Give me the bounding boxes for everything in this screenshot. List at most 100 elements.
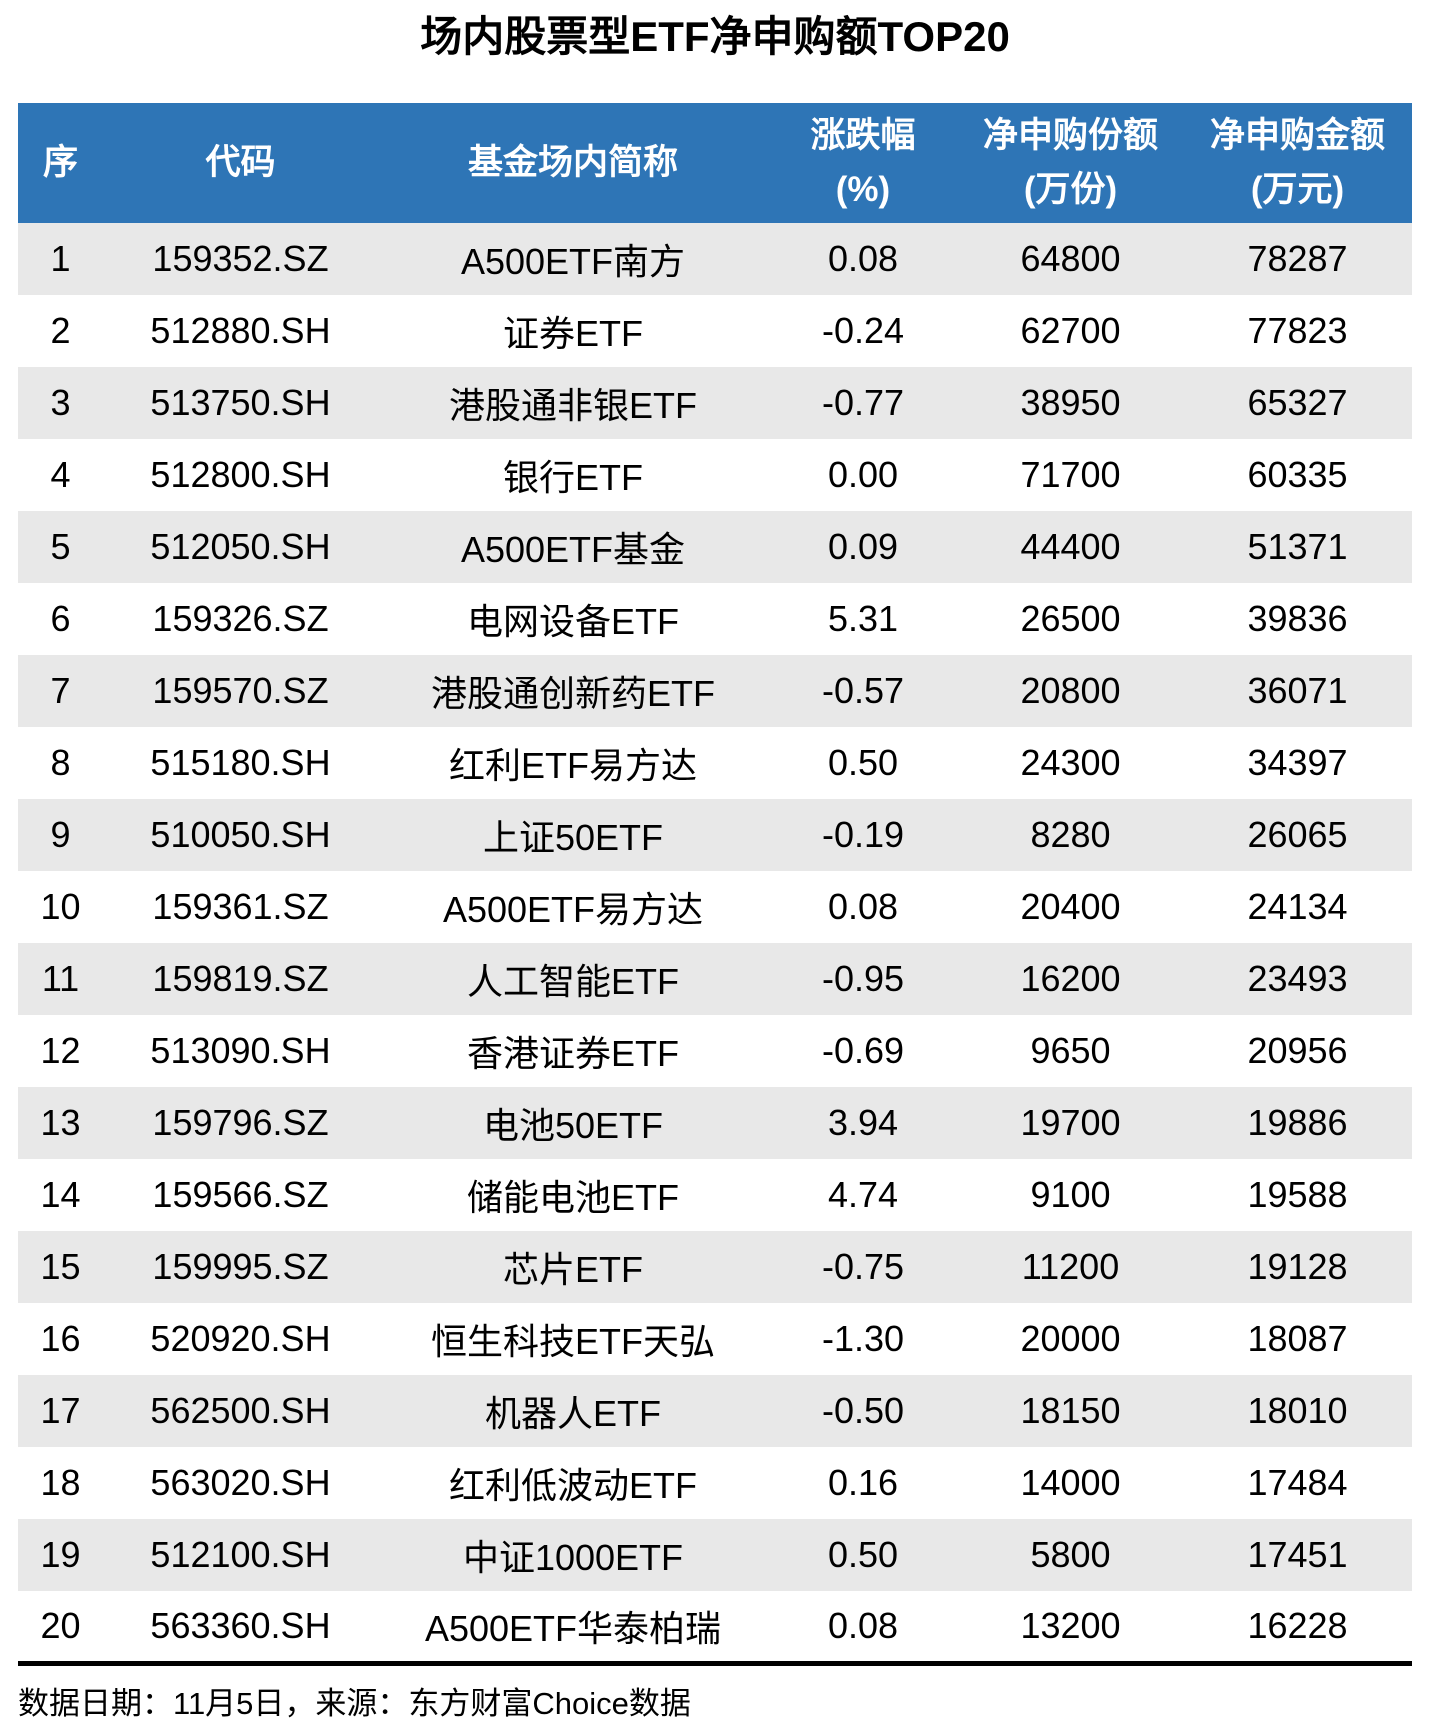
cell-net-amount: 65327 xyxy=(1247,382,1348,423)
cell-code: 159819.SZ xyxy=(152,958,329,999)
cell-code: 159566.SZ xyxy=(152,1174,329,1215)
cell-code: 159796.SZ xyxy=(152,1102,329,1143)
col-header-net-shares: 净申购份额 (万份) xyxy=(958,103,1183,223)
table-row: 20 563360.SH A500ETF华泰柏瑞 0.08 13200 16228 xyxy=(18,1591,1412,1663)
cell-code: 159326.SZ xyxy=(152,598,329,639)
cell-change-pct: -0.57 xyxy=(821,670,905,711)
cell-net-amount: 17484 xyxy=(1247,1462,1348,1503)
table-row: 12 513090.SH 香港证券ETF -0.69 9650 20956 xyxy=(18,1015,1412,1087)
cell-net-shares: 71700 xyxy=(1020,454,1121,495)
cell-rank: 11 xyxy=(41,958,80,999)
cell-net-amount: 19886 xyxy=(1247,1102,1348,1143)
table-header: 序 代码 基金场内简称 涨跌幅 (%) 净申购份额 (万份) 净申购金额 xyxy=(18,103,1412,223)
col-header-code-label: 代码 xyxy=(205,143,276,182)
table-row: 2 512880.SH 证券ETF -0.24 62700 77823 xyxy=(18,295,1412,367)
cell-net-shares: 8280 xyxy=(1030,814,1111,855)
cell-change-pct: 0.08 xyxy=(827,886,899,927)
table-row: 10 159361.SZ A500ETF易方达 0.08 20400 24134 xyxy=(18,871,1412,943)
col-header-fund-name: 基金场内简称 xyxy=(378,103,768,223)
cell-fund-name: A500ETF易方达 xyxy=(442,889,704,930)
col-header-fund-name-label: 基金场内简称 xyxy=(467,143,678,182)
cell-net-amount: 77823 xyxy=(1247,310,1348,351)
cell-fund-name: 储能电池ETF xyxy=(467,1177,679,1218)
cell-fund-name: 上证50ETF xyxy=(482,817,664,858)
cell-change-pct: -0.77 xyxy=(821,382,905,423)
cell-code: 159361.SZ xyxy=(152,886,329,927)
cell-net-shares: 44400 xyxy=(1020,526,1121,567)
cell-net-shares: 13200 xyxy=(1020,1604,1121,1646)
cell-rank: 6 xyxy=(50,598,71,639)
cell-net-amount: 18087 xyxy=(1247,1318,1348,1359)
cell-fund-name: 证券ETF xyxy=(503,313,643,354)
cell-fund-name: 红利ETF易方达 xyxy=(449,745,697,786)
cell-rank: 1 xyxy=(50,238,71,279)
cell-change-pct: 0.50 xyxy=(827,1534,899,1575)
cell-change-pct: -0.95 xyxy=(821,958,905,999)
cell-net-shares: 20400 xyxy=(1020,886,1121,927)
table-row: 19 512100.SH 中证1000ETF 0.50 5800 17451 xyxy=(18,1519,1412,1591)
cell-change-pct: -0.50 xyxy=(821,1390,905,1431)
cell-code: 159570.SZ xyxy=(152,670,329,711)
cell-code: 562500.SH xyxy=(150,1390,331,1431)
cell-net-shares: 9650 xyxy=(1030,1030,1111,1071)
table-row: 3 513750.SH 港股通非银ETF -0.77 38950 65327 xyxy=(18,367,1412,439)
cell-change-pct: -0.19 xyxy=(821,814,905,855)
col-header-change-pct: 涨跌幅 (%) xyxy=(768,103,958,223)
cell-rank: 9 xyxy=(50,814,71,855)
cell-net-shares: 19700 xyxy=(1020,1102,1121,1143)
cell-net-shares: 62700 xyxy=(1020,310,1121,351)
cell-rank: 15 xyxy=(40,1246,81,1287)
cell-rank: 12 xyxy=(40,1030,81,1071)
cell-net-amount: 78287 xyxy=(1247,238,1348,279)
table-row: 8 515180.SH 红利ETF易方达 0.50 24300 34397 xyxy=(18,727,1412,799)
table-row: 18 563020.SH 红利低波动ETF 0.16 14000 17484 xyxy=(18,1447,1412,1519)
cell-code: 512800.SH xyxy=(150,454,331,495)
cell-code: 510050.SH xyxy=(150,814,331,855)
cell-rank: 14 xyxy=(40,1174,81,1215)
cell-change-pct: -0.69 xyxy=(821,1030,905,1071)
col-header-net-amount-unit: (万元) xyxy=(1250,170,1345,209)
page-title: 场内股票型ETF净申购额TOP20 xyxy=(420,13,1010,60)
col-header-rank: 序 xyxy=(18,103,103,223)
cell-code: 513090.SH xyxy=(150,1030,331,1071)
cell-net-amount: 60335 xyxy=(1247,454,1348,495)
cell-change-pct: -0.75 xyxy=(821,1246,905,1287)
cell-net-amount: 19128 xyxy=(1247,1246,1348,1287)
cell-change-pct: 3.94 xyxy=(827,1102,899,1143)
table-row: 11 159819.SZ 人工智能ETF -0.95 16200 23493 xyxy=(18,943,1412,1015)
cell-net-shares: 5800 xyxy=(1030,1534,1111,1575)
cell-fund-name: A500ETF华泰柏瑞 xyxy=(424,1607,722,1649)
cell-net-shares: 18150 xyxy=(1020,1390,1121,1431)
source-note: 数据日期：11月5日，来源：东方财富Choice数据 xyxy=(18,1685,691,1720)
cell-change-pct: 0.50 xyxy=(827,742,899,783)
cell-fund-name: A500ETF南方 xyxy=(460,241,686,282)
cell-code: 159995.SZ xyxy=(152,1246,329,1287)
cell-fund-name: A500ETF基金 xyxy=(460,529,686,570)
cell-fund-name: 港股通非银ETF xyxy=(449,385,697,426)
cell-fund-name: 银行ETF xyxy=(503,457,643,498)
cell-code: 512100.SH xyxy=(150,1534,331,1575)
cell-net-shares: 24300 xyxy=(1020,742,1121,783)
cell-rank: 5 xyxy=(50,526,71,567)
table-row: 7 159570.SZ 港股通创新药ETF -0.57 20800 36071 xyxy=(18,655,1412,727)
cell-net-amount: 34397 xyxy=(1247,742,1348,783)
cell-change-pct: 0.16 xyxy=(827,1462,899,1503)
col-header-net-shares-label: 净申购份额 xyxy=(982,116,1158,155)
cell-rank: 10 xyxy=(40,886,81,927)
cell-fund-name: 人工智能ETF xyxy=(467,961,679,1002)
cell-net-amount: 36071 xyxy=(1247,670,1348,711)
cell-code: 512880.SH xyxy=(150,310,331,351)
table-row: 9 510050.SH 上证50ETF -0.19 8280 26065 xyxy=(18,799,1412,871)
cell-rank: 2 xyxy=(50,310,71,351)
cell-net-amount: 18010 xyxy=(1247,1390,1348,1431)
cell-net-shares: 64800 xyxy=(1020,238,1121,279)
table-row: 13 159796.SZ 电池50ETF 3.94 19700 19886 xyxy=(18,1087,1412,1159)
cell-rank: 7 xyxy=(50,670,71,711)
col-header-rank-label: 序 xyxy=(42,143,78,182)
cell-change-pct: -1.30 xyxy=(821,1318,905,1359)
table-body: 1 159352.SZ A500ETF南方 0.08 64800 78287 2 512880… xyxy=(18,223,1412,1663)
col-header-net-shares-unit: (万份) xyxy=(1023,170,1118,209)
cell-code: 513750.SH xyxy=(150,382,331,423)
cell-fund-name: 电池50ETF xyxy=(482,1105,664,1146)
